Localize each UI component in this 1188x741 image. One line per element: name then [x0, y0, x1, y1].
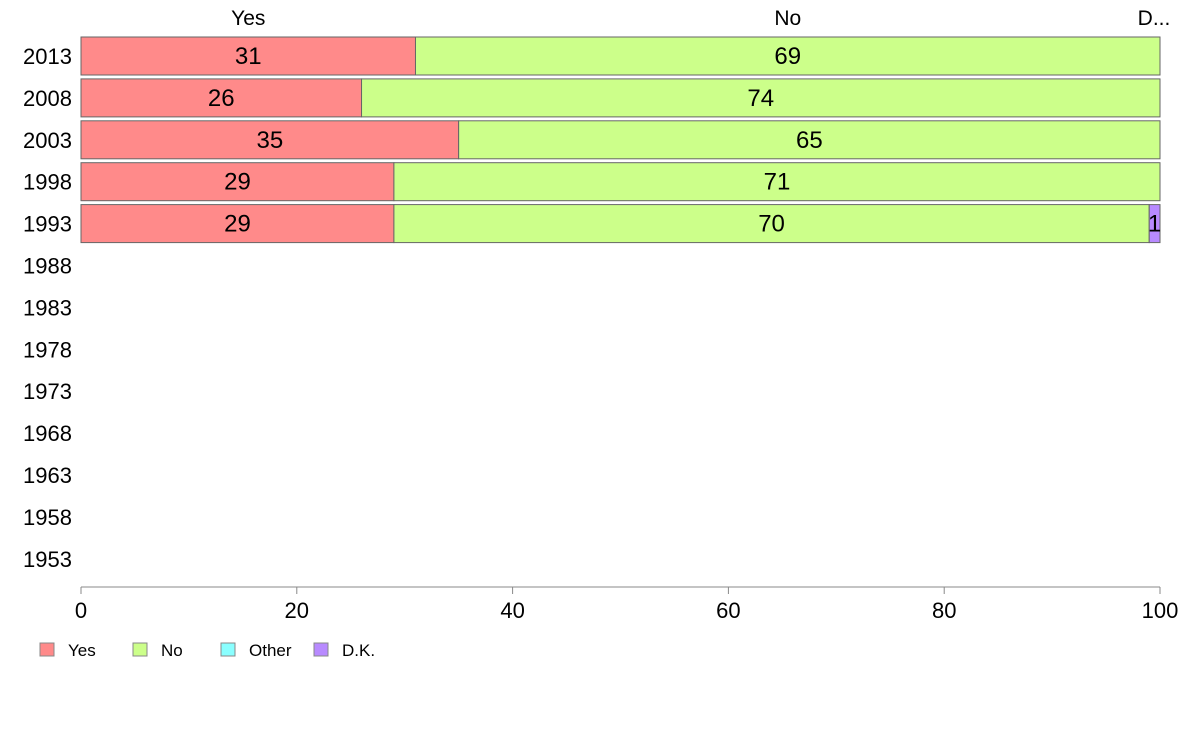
y-tick-label-1963: 1963 — [23, 463, 72, 488]
legend-swatch-no — [132, 642, 148, 657]
x-axis: 0 20 40 60 80 100 — [75, 586, 1179, 623]
legend-swatch-d-k — [313, 642, 329, 657]
bar-2013-yes — [80, 36, 416, 76]
data-label-2013-no: 69 — [774, 43, 801, 70]
y-tick-label-1953: 1953 — [23, 547, 72, 572]
y-tick-label-1958: 1958 — [23, 505, 72, 530]
y-tick-label-2003: 2003 — [23, 128, 72, 153]
legend-swatch-other — [220, 642, 236, 657]
data-label-1998-yes: 29 — [224, 169, 251, 196]
x-tick-label-80: 80 — [932, 598, 956, 623]
legend-label-d-k: D.K. — [342, 641, 375, 660]
y-tick-label-1973: 1973 — [23, 379, 72, 404]
bar-2013-no — [414, 36, 1161, 76]
data-label-1993-no: 70 — [758, 211, 785, 238]
legend-label-no: No — [161, 641, 183, 660]
x-tick-label-100: 100 — [1142, 598, 1179, 623]
top-segment-labels: Yes No D... — [231, 7, 1170, 30]
bar-2008-yes — [80, 78, 363, 118]
y-tick-label-1993: 1993 — [23, 212, 72, 237]
bar-1993-no — [393, 204, 1150, 244]
bar-2003-no — [458, 120, 1161, 160]
data-label-1993-yes: 29 — [224, 211, 251, 238]
bar-1998-yes — [80, 162, 395, 202]
legend-label-yes: Yes — [68, 641, 96, 660]
y-tick-label-1968: 1968 — [23, 421, 72, 446]
x-tick-label-40: 40 — [500, 598, 524, 623]
data-label-2008-no: 74 — [747, 85, 774, 112]
data-label-2013-yes: 31 — [235, 43, 262, 70]
x-tick-label-60: 60 — [716, 598, 740, 623]
y-tick-label-2013: 2013 — [23, 44, 72, 69]
top-label-d-k: D... — [1138, 7, 1171, 30]
bars-group: 2013 31 69 2008 26 74 2003 35 65 1998 29 71 1993 29 70… — [23, 36, 1161, 572]
y-tick-label-1998: 1998 — [23, 170, 72, 195]
y-tick-label-1988: 1988 — [23, 254, 72, 279]
data-label-1993-d-k: 1 — [1148, 211, 1161, 238]
bar-2003-yes — [80, 120, 460, 160]
data-label-2003-yes: 35 — [256, 127, 283, 154]
top-label-no: No — [774, 7, 801, 30]
y-tick-label-2008: 2008 — [23, 86, 72, 111]
data-label-2008-yes: 26 — [208, 85, 235, 112]
legend: Yes No Other D.K. — [39, 641, 375, 660]
y-tick-label-1983: 1983 — [23, 295, 72, 320]
x-tick-label-0: 0 — [75, 598, 87, 623]
data-label-1998-no: 71 — [764, 169, 791, 196]
bar-1998-no — [393, 162, 1161, 202]
legend-label-other: Other — [249, 641, 292, 660]
y-tick-label-1978: 1978 — [23, 337, 72, 362]
bar-1993-d-k — [1148, 204, 1161, 244]
bar-1993-yes — [80, 204, 395, 244]
x-tick-label-20: 20 — [285, 598, 309, 623]
data-label-2003-no: 65 — [796, 127, 823, 154]
top-label-yes: Yes — [231, 7, 265, 30]
legend-swatch-yes — [39, 642, 55, 657]
bar-2008-no — [361, 78, 1161, 118]
